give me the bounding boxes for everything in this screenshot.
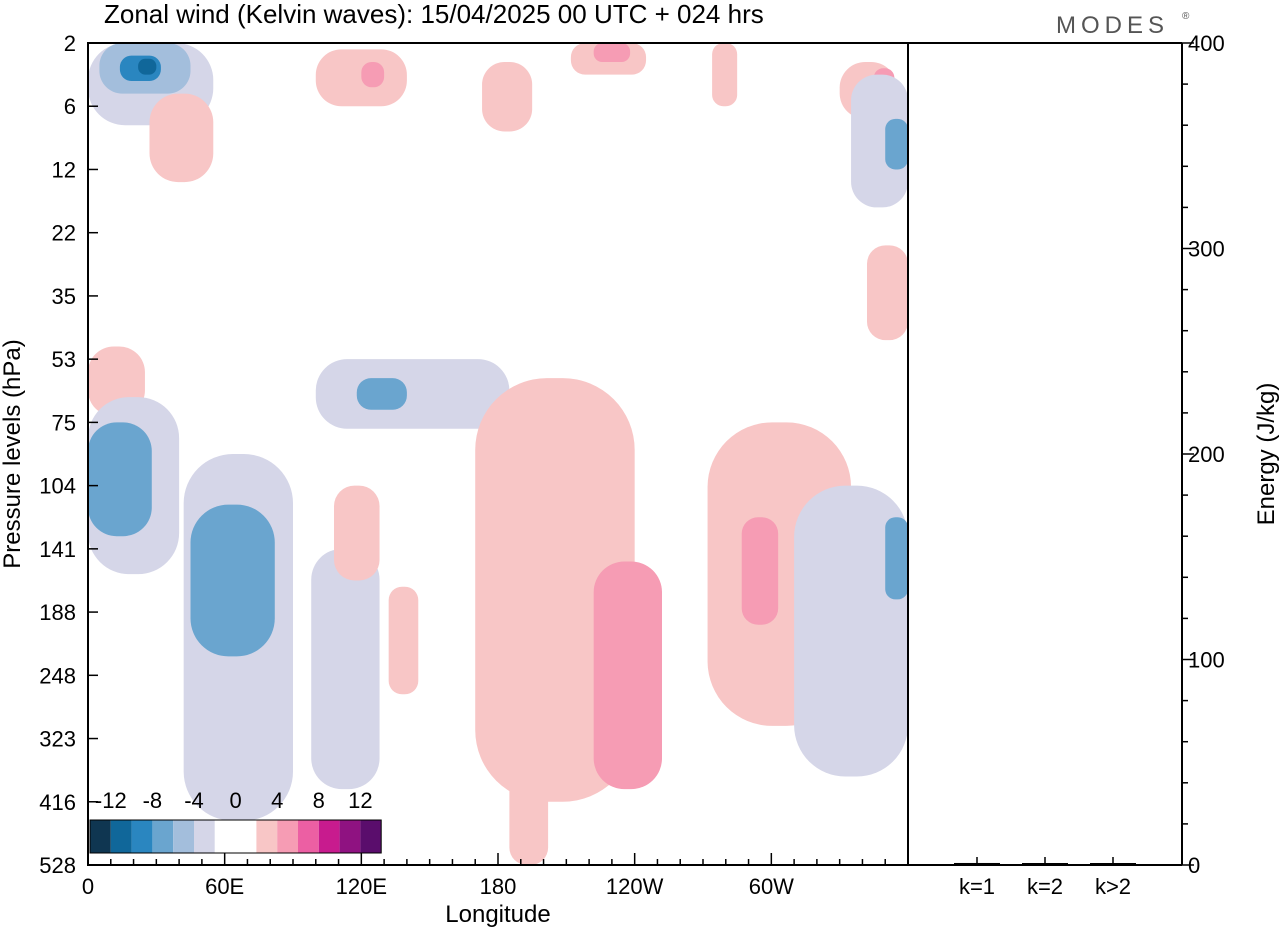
negative-wind-region-22 bbox=[190, 504, 275, 657]
colorbar-swatch-4 bbox=[173, 820, 194, 853]
energy-tick-label-0: 0 bbox=[1188, 853, 1200, 878]
y-tick-label-0: 2 bbox=[64, 31, 76, 56]
colorbar-swatch-11 bbox=[318, 820, 340, 853]
y-tick-label-1: 6 bbox=[64, 94, 76, 119]
energy-tick-label-3: 300 bbox=[1188, 237, 1225, 262]
colorbar-frame bbox=[89, 819, 382, 854]
header: Zonal wind (Kelvin waves): 15/04/2025 00… bbox=[104, 0, 1190, 39]
x-tick-label-2: 120E bbox=[336, 874, 387, 899]
negative-wind-region-3 bbox=[138, 58, 157, 75]
positive-wind-region-7 bbox=[482, 61, 533, 132]
x-tick-label-5: 60W bbox=[749, 874, 794, 899]
colorbar-swatch-7 bbox=[235, 820, 257, 853]
colorbar-label-4: 4 bbox=[271, 788, 283, 813]
energy-category-1: k=2 bbox=[1027, 874, 1063, 899]
y-axis: 2 6 12 22 35 53 75 104 141 188 248 323 416 528 bbox=[39, 31, 98, 878]
y-tick-label-10: 248 bbox=[39, 663, 76, 688]
y-tick-label-9: 188 bbox=[39, 600, 76, 625]
positive-wind-region-27 bbox=[593, 561, 662, 790]
y-tick-label-6: 75 bbox=[52, 410, 76, 435]
hovmoller-panel: -12 -8 -4 0 4 8 12 0 60E 120E 180 120W 60W 2 6 12 22 35… bbox=[0, 31, 909, 928]
colorbar-swatch-5 bbox=[194, 820, 215, 853]
colorbar-label-6: 12 bbox=[348, 788, 372, 813]
energy-category-0: k=1 bbox=[959, 874, 995, 899]
y-tick-label-13: 528 bbox=[39, 853, 76, 878]
y-tick-label-4: 35 bbox=[52, 284, 76, 309]
colorbar-swatch-6 bbox=[214, 820, 236, 853]
energy-category-2: k>2 bbox=[1095, 874, 1131, 899]
colorbar-label-2: -4 bbox=[184, 788, 204, 813]
colorbar-swatch-3 bbox=[152, 820, 174, 853]
colorbar-swatch-12 bbox=[339, 820, 361, 853]
positive-wind-region-15 bbox=[867, 245, 908, 341]
x-tick-label-0: 0 bbox=[82, 874, 94, 899]
y-axis-label: Pressure levels (hPa) bbox=[0, 339, 26, 568]
colorbar-label-0: -12 bbox=[95, 788, 127, 813]
y-tick-label-7: 104 bbox=[39, 474, 76, 499]
energy-axis-label: Energy (J/kg) bbox=[1253, 383, 1280, 526]
positive-wind-region-25 bbox=[388, 586, 419, 695]
colorbar-label-3: 0 bbox=[229, 788, 241, 813]
y-tick-label-5: 53 bbox=[52, 347, 76, 372]
positive-wind-region-24 bbox=[334, 485, 380, 581]
y-tick-label-8: 141 bbox=[39, 537, 76, 562]
negative-wind-region-14 bbox=[885, 118, 908, 170]
chart-title: Zonal wind (Kelvin waves): 15/04/2025 00… bbox=[104, 0, 764, 29]
brand-mark: ® bbox=[1182, 11, 1190, 22]
colorbar-swatch-8 bbox=[256, 820, 278, 853]
energy-panel: 0 100 200 300 400 k=1 k=2 k>2 Energy (J/kg) bbox=[908, 31, 1280, 899]
energy-tick-label-2: 200 bbox=[1188, 442, 1225, 467]
brand-logo: MODES bbox=[1056, 12, 1169, 39]
positive-wind-region-30 bbox=[741, 517, 779, 625]
y-tick-label-11: 323 bbox=[39, 727, 76, 752]
x-axis: 0 60E 120E 180 120W 60W bbox=[82, 853, 909, 899]
colorbar-swatch-9 bbox=[277, 820, 298, 853]
positive-wind-region-28 bbox=[509, 725, 549, 865]
energy-x-axis: k=1 k=2 k>2 bbox=[959, 857, 1131, 899]
x-tick-label-4: 120W bbox=[606, 874, 664, 899]
positive-wind-region-10 bbox=[712, 43, 738, 107]
positive-wind-region-9 bbox=[593, 43, 631, 62]
colorbar-label-5: 8 bbox=[313, 788, 325, 813]
positive-wind-region-6 bbox=[361, 61, 385, 88]
negative-wind-region-23 bbox=[311, 548, 380, 790]
negative-wind-region-32 bbox=[885, 517, 908, 600]
contour-regions bbox=[88, 43, 908, 865]
energy-tick-label-1: 100 bbox=[1188, 648, 1225, 673]
colorbar-swatch-10 bbox=[298, 820, 319, 853]
colorbar: -12 -8 -4 0 4 8 12 bbox=[89, 788, 382, 854]
positive-wind-region-5 bbox=[315, 49, 407, 107]
energy-y-axis: 0 100 200 300 400 bbox=[1182, 31, 1225, 878]
colorbar-swatch-2 bbox=[131, 820, 153, 853]
negative-wind-region-18 bbox=[356, 378, 407, 410]
x-tick-label-1: 60E bbox=[205, 874, 244, 899]
negative-wind-region-13 bbox=[851, 74, 908, 208]
negative-wind-region-20 bbox=[88, 422, 152, 537]
colorbar-swatch-1 bbox=[110, 820, 132, 853]
negative-wind-region-31 bbox=[794, 485, 908, 777]
energy-tick-label-4: 400 bbox=[1188, 31, 1225, 56]
colorbar-label-1: -8 bbox=[143, 788, 163, 813]
x-tick-label-3: 180 bbox=[480, 874, 517, 899]
colorbar-swatch-0 bbox=[90, 820, 111, 853]
negative-wind-region-17 bbox=[315, 359, 510, 429]
x-axis-label: Longitude bbox=[445, 901, 550, 928]
y-tick-label-2: 12 bbox=[52, 157, 76, 182]
y-tick-label-12: 416 bbox=[39, 790, 76, 815]
positive-wind-region-4 bbox=[149, 93, 214, 183]
y-tick-label-3: 22 bbox=[52, 221, 76, 246]
colorbar-swatch-13 bbox=[360, 820, 382, 853]
